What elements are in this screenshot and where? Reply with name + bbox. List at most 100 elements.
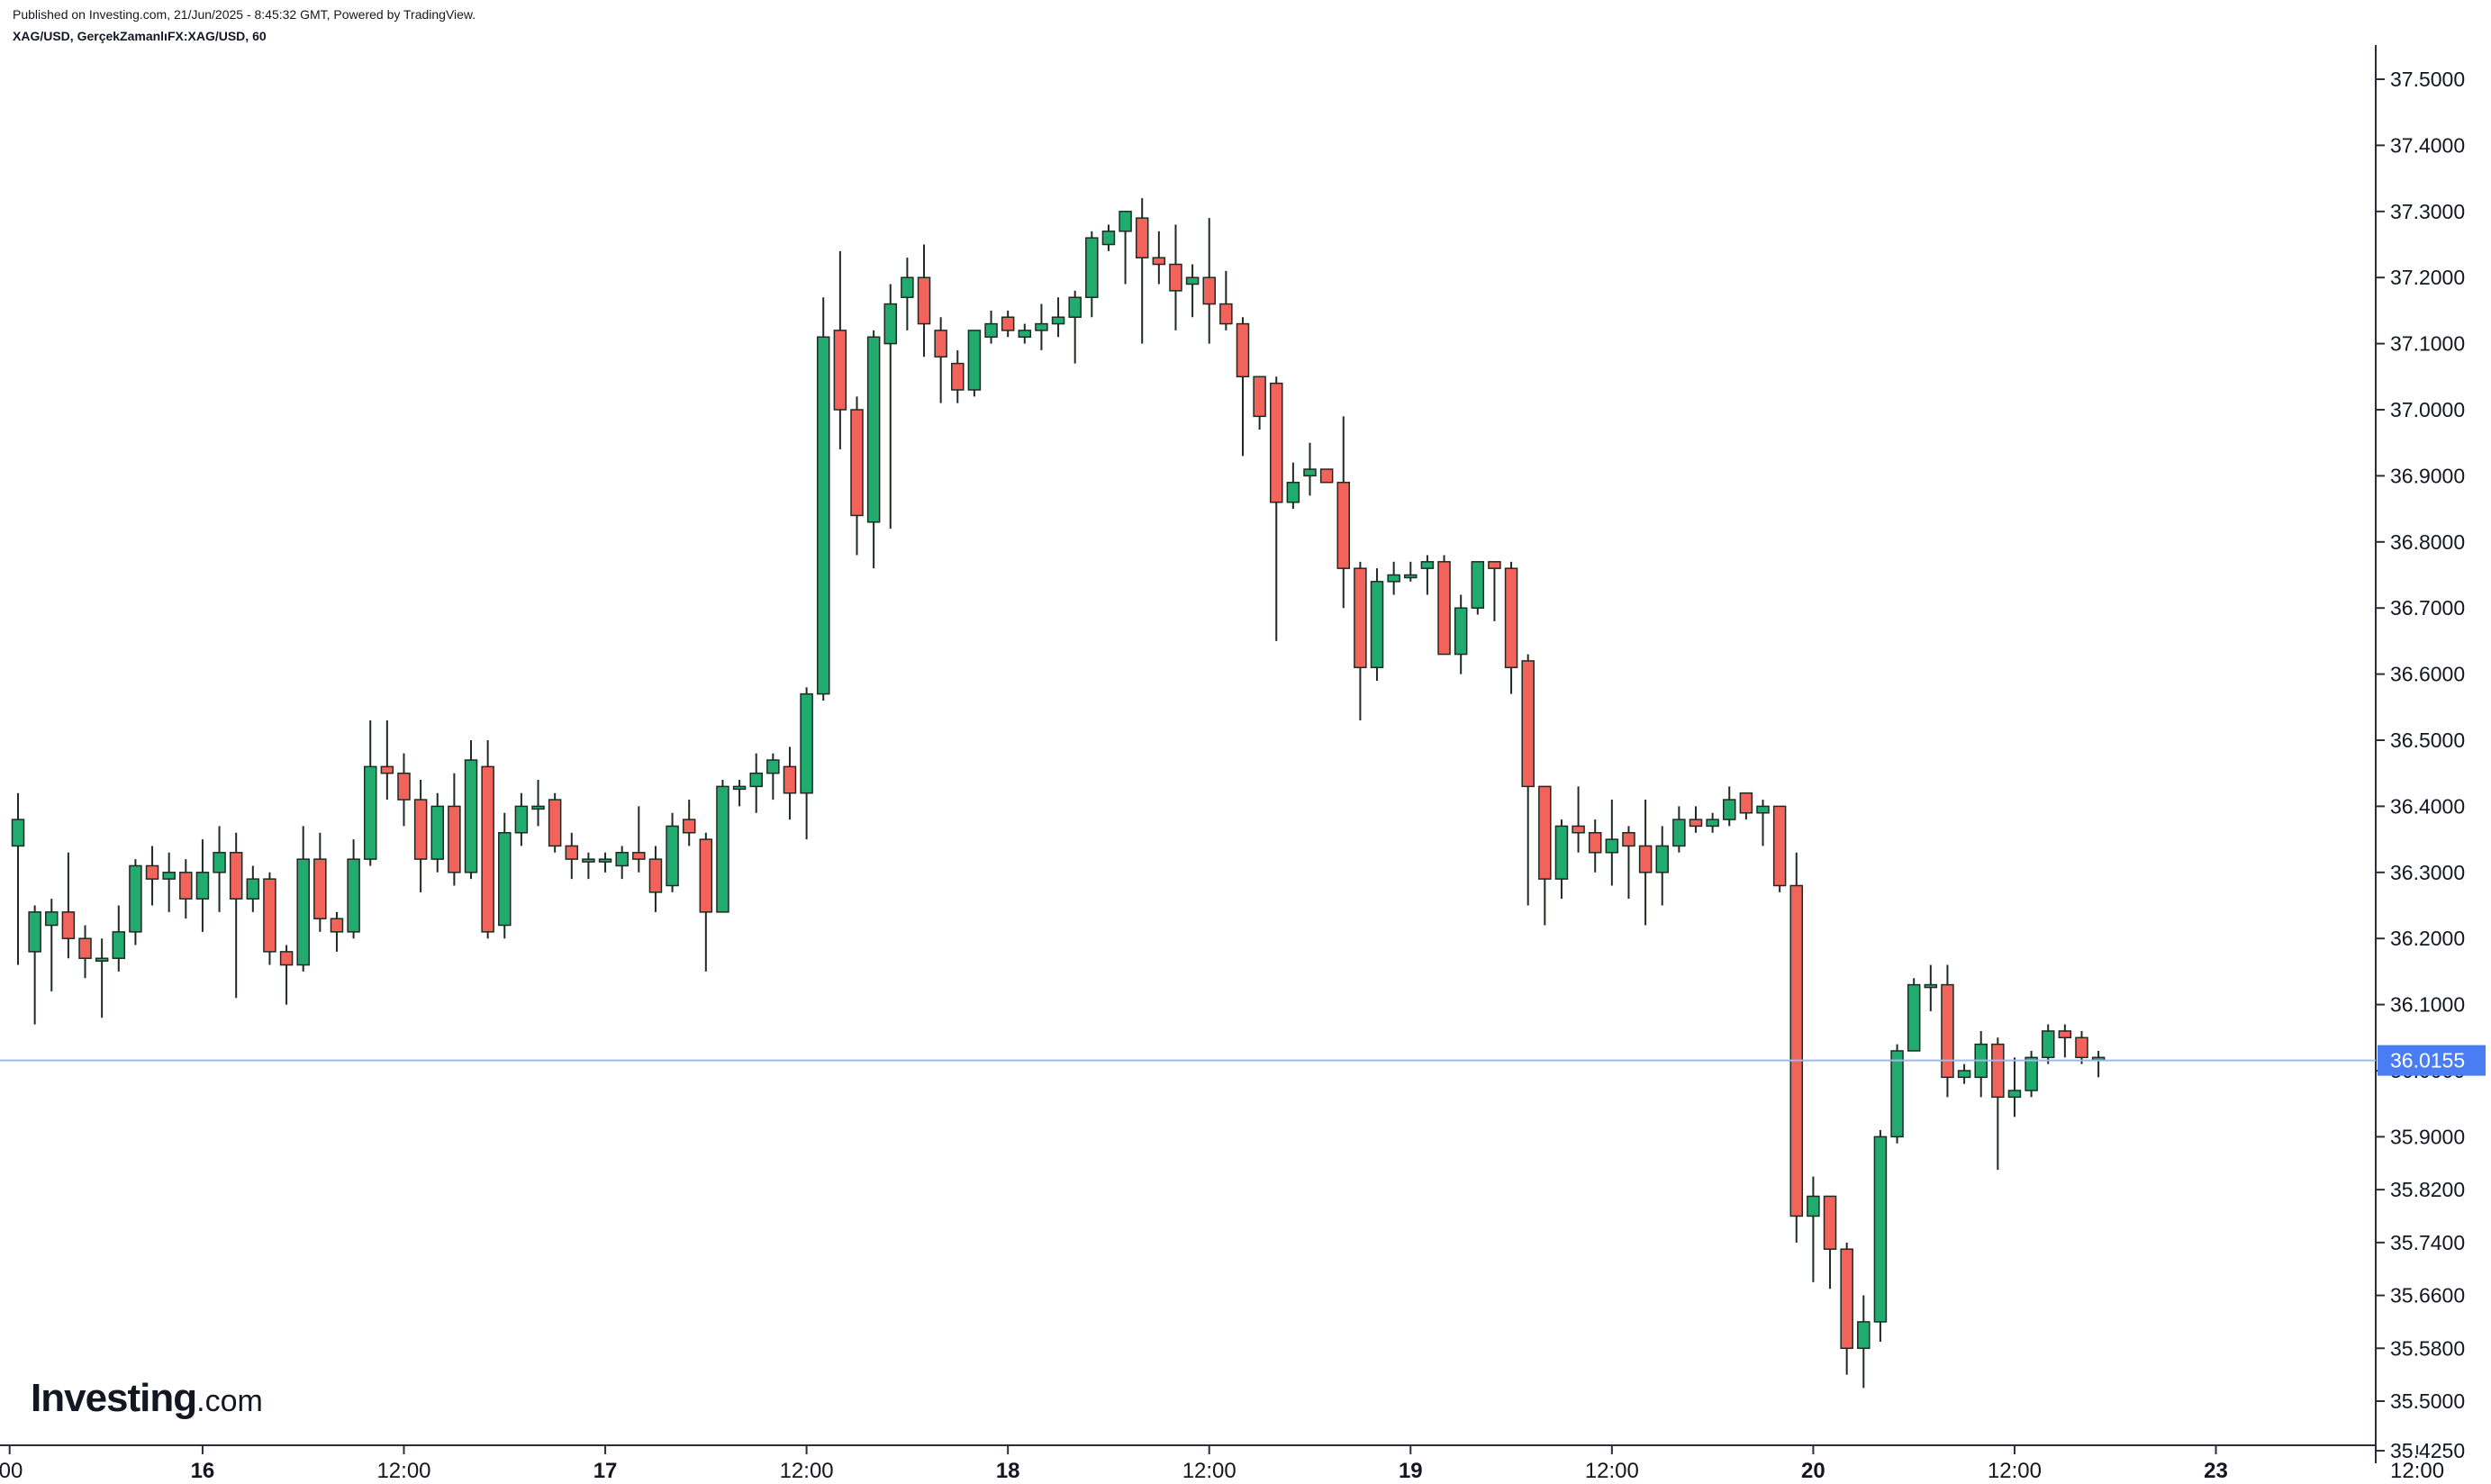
candle: [632, 806, 646, 873]
candle-body: [1135, 217, 1149, 258]
price-tick-label: 37.2000: [2390, 266, 2465, 289]
candle: [1370, 568, 1384, 681]
time-tick-label: 18: [996, 1459, 1020, 1483]
candle-body: [1638, 845, 1653, 873]
candle: [213, 826, 226, 912]
candle-body: [565, 845, 579, 860]
candle: [1101, 224, 1116, 251]
candle: [1840, 1242, 1853, 1375]
candle: [1924, 964, 1938, 1011]
candle-body: [1437, 561, 1451, 656]
candle: [179, 859, 193, 919]
candle-body: [2007, 1090, 2022, 1099]
price-tick-label: 37.4000: [2390, 133, 2465, 157]
candle-body: [514, 805, 529, 834]
candle-body: [1789, 884, 1804, 1217]
candle: [514, 792, 529, 846]
candle: [397, 753, 411, 827]
candle: [1169, 224, 1182, 330]
candle-body: [2058, 1030, 2072, 1039]
candle: [1387, 561, 1400, 595]
candle-body: [1185, 276, 1200, 285]
candle: [413, 780, 428, 892]
candle: [2091, 1050, 2106, 1078]
price-tick-label: 36.6000: [2390, 663, 2465, 686]
candle-body: [246, 878, 260, 900]
candle-body: [1873, 1136, 1888, 1323]
candle-body: [783, 765, 797, 794]
current-price-group: 36.0155: [0, 1045, 2486, 1076]
candle: [833, 250, 847, 450]
candle-body: [296, 858, 310, 966]
candle: [162, 852, 176, 912]
candle: [1219, 270, 1233, 330]
candle-body: [1588, 832, 1602, 854]
candle: [1638, 800, 1653, 926]
price-tick-label: 35.9000: [2390, 1125, 2465, 1148]
candle: [917, 244, 931, 357]
candle-body: [481, 765, 494, 933]
candle: [61, 852, 76, 959]
candle-body: [263, 878, 276, 953]
candle: [1202, 218, 1216, 344]
price-tick-label: 35.4250: [2390, 1439, 2465, 1462]
candle: [967, 330, 982, 397]
candle-body: [78, 937, 92, 959]
candle: [112, 905, 126, 972]
candle-body: [1772, 805, 1787, 887]
candle-body: [1370, 581, 1384, 669]
candle-body: [61, 911, 76, 939]
candle: [1354, 561, 1367, 720]
candle-body: [1354, 567, 1367, 669]
candle-body: [1319, 468, 1334, 484]
candle: [95, 938, 109, 1018]
candle-body: [1270, 382, 1283, 503]
candle: [749, 753, 763, 813]
candle-body: [1018, 330, 1032, 339]
candle: [565, 832, 579, 880]
time-tick-label: 12:00: [2390, 1459, 2444, 1483]
candle: [531, 780, 545, 827]
price-tick-label: 37.3000: [2390, 200, 2465, 223]
candle: [1672, 806, 1686, 853]
candle: [934, 317, 947, 403]
candle: [1756, 800, 1770, 846]
candle-body: [1807, 1195, 1820, 1217]
candle: [682, 800, 696, 846]
candle-body: [498, 832, 512, 927]
candle-body: [1504, 567, 1518, 669]
candle-body: [1219, 303, 1233, 325]
time-axis: 00 16 12:00 17 12:00 18 12:00 19 12:00 20 12:00 23 1…: [0, 1444, 2444, 1483]
current-price-label: 36.0155: [2390, 1049, 2465, 1072]
time-tick-label: 23: [2204, 1459, 2228, 1483]
candle-body: [666, 825, 679, 887]
candle: [1303, 442, 1317, 496]
candle-body: [1051, 316, 1065, 325]
candle-body: [330, 918, 344, 933]
logo-wordmark: Investing: [31, 1376, 197, 1420]
candle-body: [632, 852, 646, 860]
candle: [1538, 785, 1552, 926]
time-tick-label: 12:00: [1182, 1459, 1236, 1483]
current-price-badge: [2378, 1045, 2486, 1076]
candle: [1236, 317, 1250, 457]
candle: [666, 812, 679, 892]
candle-body: [917, 276, 931, 325]
candle-body: [866, 336, 881, 523]
candle: [1772, 805, 1787, 892]
candle: [28, 905, 41, 1025]
candle: [1119, 211, 1132, 285]
candle: [1723, 786, 1736, 827]
candle: [1689, 806, 1703, 833]
candle-body: [1723, 799, 1736, 820]
candle: [380, 719, 394, 801]
candle-body: [1991, 1043, 2005, 1099]
candles-group: [11, 198, 2106, 1389]
published-note: Published on Investing.com, 21/Jun/2025 …: [13, 7, 476, 22]
candle-body: [1253, 376, 1266, 418]
time-tick-label: 12:00: [1585, 1459, 1639, 1483]
candle-body: [1236, 322, 1250, 378]
candle: [1622, 826, 1635, 900]
